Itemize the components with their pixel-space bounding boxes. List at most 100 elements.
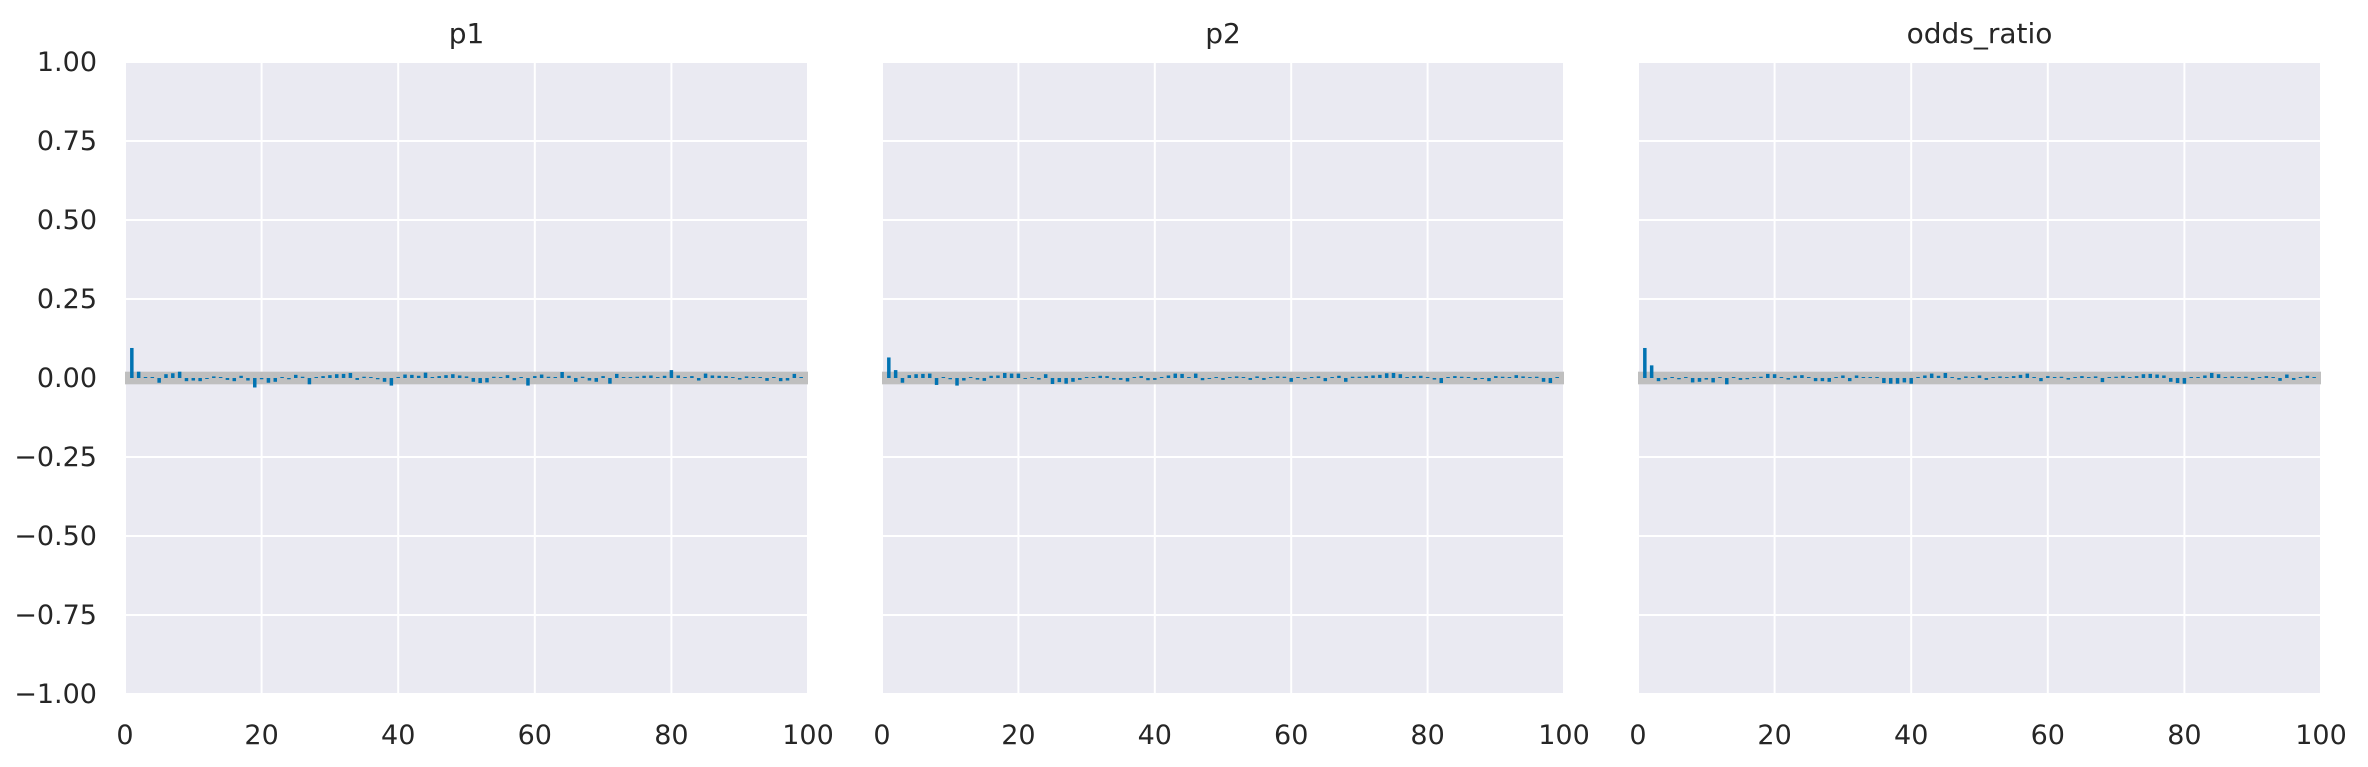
acf-bar — [1446, 377, 1450, 378]
acf-bar — [362, 376, 366, 378]
acf-bar — [2107, 377, 2112, 378]
acf-bar — [1697, 378, 1702, 382]
acf-bar — [1309, 377, 1314, 378]
acf-bar — [2080, 376, 2084, 378]
acf-bar — [1078, 378, 1082, 380]
acf-bar — [608, 378, 612, 384]
acf-bar — [1643, 347, 1647, 378]
acf-bar — [2285, 374, 2289, 378]
acf-bar — [1214, 377, 1218, 378]
acf-bar — [1738, 378, 1743, 380]
acf-bar — [1344, 378, 1348, 382]
acf-bar — [1875, 377, 1879, 378]
acf-bar — [2182, 378, 2187, 384]
acf-bar — [1289, 378, 1293, 382]
acf-bar — [758, 377, 762, 378]
acf-bar — [948, 378, 952, 380]
acf-bar — [2175, 378, 2180, 384]
acf-bar — [1371, 375, 1375, 378]
acf-bar — [1071, 378, 1075, 382]
acf-bar — [232, 378, 237, 382]
acf-bar — [1494, 376, 1498, 378]
acf-bar — [2073, 377, 2077, 378]
acf-bar — [246, 378, 250, 381]
acf-bar — [1050, 378, 1055, 385]
acf-bar — [1847, 378, 1852, 382]
acf-bar — [907, 375, 912, 378]
acf-bar — [1957, 378, 1961, 380]
acf-bar — [1800, 375, 1804, 378]
acf-bar — [731, 377, 735, 378]
acf-bar — [1929, 373, 1934, 378]
acf-bar — [464, 376, 469, 378]
x-tick-label: 0 — [873, 720, 890, 751]
acf-bar — [1221, 378, 1225, 380]
acf-bar — [1991, 377, 1995, 378]
acf-bar — [164, 374, 168, 378]
acf-bar — [1521, 376, 1525, 378]
acf-bar — [1132, 377, 1137, 378]
acf-bar — [184, 378, 189, 382]
x-tick-label: 60 — [518, 720, 552, 751]
acf-bar — [2025, 373, 2030, 378]
acf-bar — [2209, 372, 2214, 378]
panel-title: p1 — [449, 17, 485, 50]
acf-bar — [1364, 376, 1368, 378]
acf-bar — [471, 378, 476, 382]
acf-bar — [294, 374, 298, 378]
acf-bar — [1003, 372, 1007, 378]
acf-bar — [1834, 377, 1838, 378]
acf-bar — [1663, 378, 1668, 380]
acf-bar — [2046, 376, 2050, 378]
acf-bar — [1854, 375, 1859, 378]
acf-bar — [1670, 377, 1674, 378]
acf-bar — [968, 377, 973, 378]
acf-bar — [717, 375, 721, 378]
acf-bar — [2196, 377, 2200, 378]
acf-bar — [328, 375, 332, 378]
x-tick-label: 100 — [782, 720, 834, 751]
acf-bar — [1909, 378, 1913, 384]
acf-bar — [1548, 378, 1553, 384]
acf-bar — [1166, 375, 1171, 378]
acf-bar — [1459, 376, 1464, 378]
acf-bar — [2244, 376, 2248, 378]
acf-bar — [457, 375, 462, 378]
acf-bar — [1711, 378, 1715, 383]
acf-bar — [1528, 377, 1532, 378]
acf-bar — [2087, 377, 2091, 378]
y-tick-label: 1.00 — [37, 47, 97, 78]
acf-bar — [266, 378, 271, 383]
acf-bar — [2203, 375, 2207, 378]
acf-bar — [2141, 374, 2146, 378]
acf-bar — [314, 377, 318, 378]
acf-bar — [934, 378, 939, 385]
acf-bar — [2298, 377, 2303, 378]
acf-bar — [1786, 378, 1791, 380]
acf-bar — [1228, 377, 1232, 378]
acf-bar — [130, 347, 134, 378]
acf-bar — [171, 373, 175, 378]
acf-bar — [369, 377, 373, 378]
acf-bar — [1514, 375, 1519, 378]
acf-bar — [778, 378, 783, 382]
acf-bar — [177, 371, 182, 378]
acf-bar — [2100, 378, 2105, 383]
acf-bar — [1207, 378, 1212, 379]
acf-bar — [955, 378, 959, 386]
acf-bar — [574, 378, 578, 382]
acf-bar — [649, 375, 653, 378]
acf-bar — [253, 378, 257, 388]
acf-bar — [2168, 378, 2173, 382]
acf-bar — [1412, 376, 1416, 378]
acf-bar — [1118, 378, 1123, 380]
acf-bar — [690, 376, 694, 378]
acf-bar — [2011, 376, 2016, 378]
acf-bar — [1841, 375, 1845, 378]
acf-bar — [2237, 377, 2241, 378]
acf-bar — [451, 374, 455, 378]
panel-title: odds_ratio — [1907, 17, 2053, 50]
acf-bar — [1555, 377, 1559, 378]
y-tick-label: 0.25 — [37, 284, 97, 315]
acf-bar — [1391, 372, 1396, 378]
